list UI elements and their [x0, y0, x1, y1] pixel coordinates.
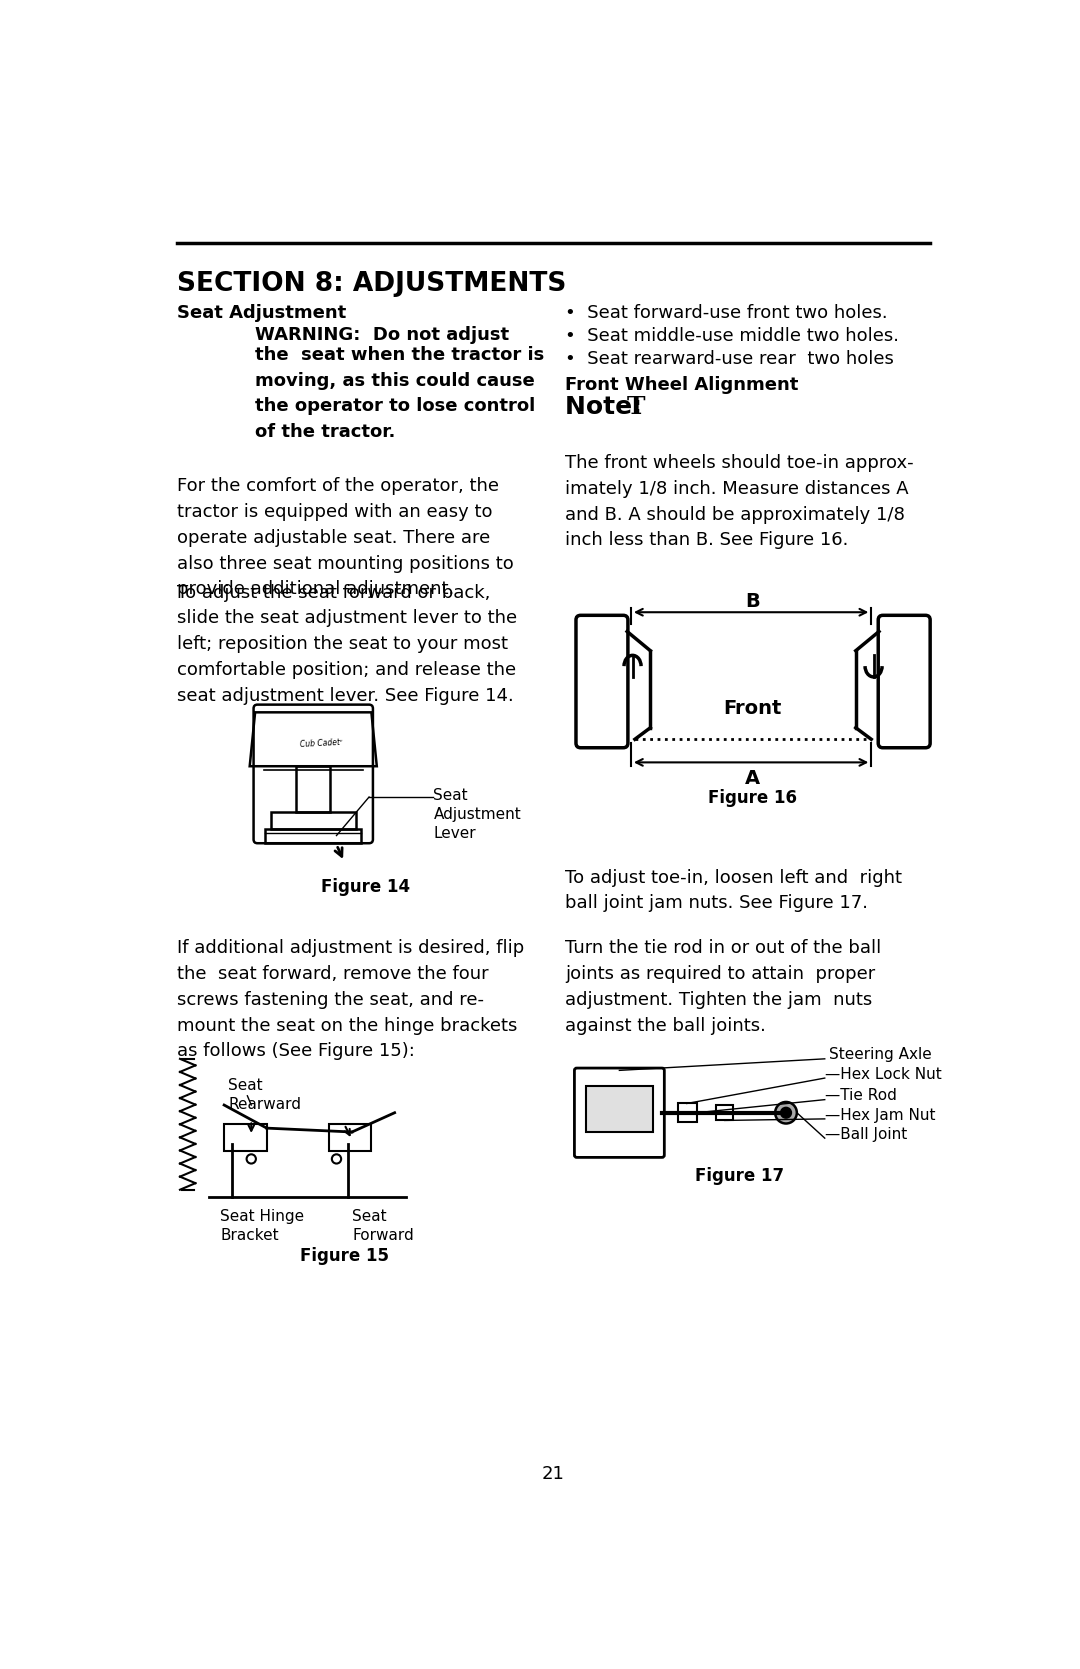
Text: •  Seat rearward-use rear  two holes: • Seat rearward-use rear two holes: [565, 350, 894, 367]
Text: —Hex Jam Nut: —Hex Jam Nut: [825, 1108, 935, 1123]
Text: Seat
Rearward: Seat Rearward: [228, 1078, 301, 1112]
Text: Figure 15: Figure 15: [300, 1247, 389, 1265]
Text: For the comfort of the operator, the
tractor is equipped with an easy to
operate: For the comfort of the operator, the tra…: [177, 477, 514, 598]
Bar: [677, 1103, 697, 1122]
Text: Seat Hinge
Bracket: Seat Hinge Bracket: [220, 1208, 305, 1243]
Text: Figure 16: Figure 16: [708, 789, 797, 808]
Text: Seat
Adjustment
Lever: Seat Adjustment Lever: [433, 788, 522, 841]
Bar: [271, 813, 356, 829]
Text: Front: Front: [724, 699, 782, 718]
Text: B: B: [745, 592, 760, 611]
Text: The front wheels should toe-in approx-
imately 1/8 inch. Measure distances A
and: The front wheels should toe-in approx- i…: [565, 454, 914, 549]
Circle shape: [775, 1102, 797, 1123]
Bar: [586, 1087, 652, 1132]
Text: A: A: [745, 768, 760, 788]
Text: Note:: Note:: [565, 396, 651, 419]
Text: •  Seat middle-use middle two holes.: • Seat middle-use middle two holes.: [565, 327, 900, 345]
Text: •  Seat forward-use front two holes.: • Seat forward-use front two holes.: [565, 304, 888, 322]
Text: —Tie Rod: —Tie Rod: [825, 1088, 896, 1103]
Text: Figure 14: Figure 14: [322, 878, 410, 896]
Text: Figure 17: Figure 17: [694, 1167, 784, 1185]
Text: T: T: [627, 396, 646, 419]
Bar: [716, 1105, 733, 1120]
Text: Steering Axle: Steering Axle: [828, 1048, 931, 1063]
Text: Cub Cadetᶜ: Cub Cadetᶜ: [299, 738, 342, 749]
Text: Front Wheel Alignment: Front Wheel Alignment: [565, 376, 798, 394]
Circle shape: [781, 1107, 792, 1118]
Text: WARNING:  Do not adjust: WARNING: Do not adjust: [255, 325, 510, 344]
Text: SECTION 8: ADJUSTMENTS: SECTION 8: ADJUSTMENTS: [177, 270, 566, 297]
Text: 21: 21: [542, 1465, 565, 1482]
Bar: [296, 766, 330, 813]
Text: Seat Adjustment: Seat Adjustment: [177, 304, 346, 322]
Bar: [328, 1125, 372, 1152]
Text: To adjust the seat forward or back,
slide the seat adjustment lever to the
left;: To adjust the seat forward or back, slid…: [177, 584, 517, 704]
Text: Seat
Forward: Seat Forward: [352, 1208, 414, 1243]
Text: the  seat when the tractor is
moving, as this could cause
the operator to lose c: the seat when the tractor is moving, as …: [255, 345, 544, 441]
Text: If additional adjustment is desired, flip
the  seat forward, remove the four
scr: If additional adjustment is desired, fli…: [177, 940, 524, 1060]
Text: —Hex Lock Nut: —Hex Lock Nut: [825, 1066, 942, 1082]
Text: Turn the tie rod in or out of the ball
joints as required to attain  proper
adju: Turn the tie rod in or out of the ball j…: [565, 940, 881, 1035]
Text: To adjust toe-in, loosen left and  right
ball joint jam nuts. See Figure 17.: To adjust toe-in, loosen left and right …: [565, 868, 902, 913]
Bar: [225, 1125, 267, 1152]
Bar: [266, 829, 362, 843]
Text: —Ball Joint: —Ball Joint: [825, 1127, 907, 1142]
